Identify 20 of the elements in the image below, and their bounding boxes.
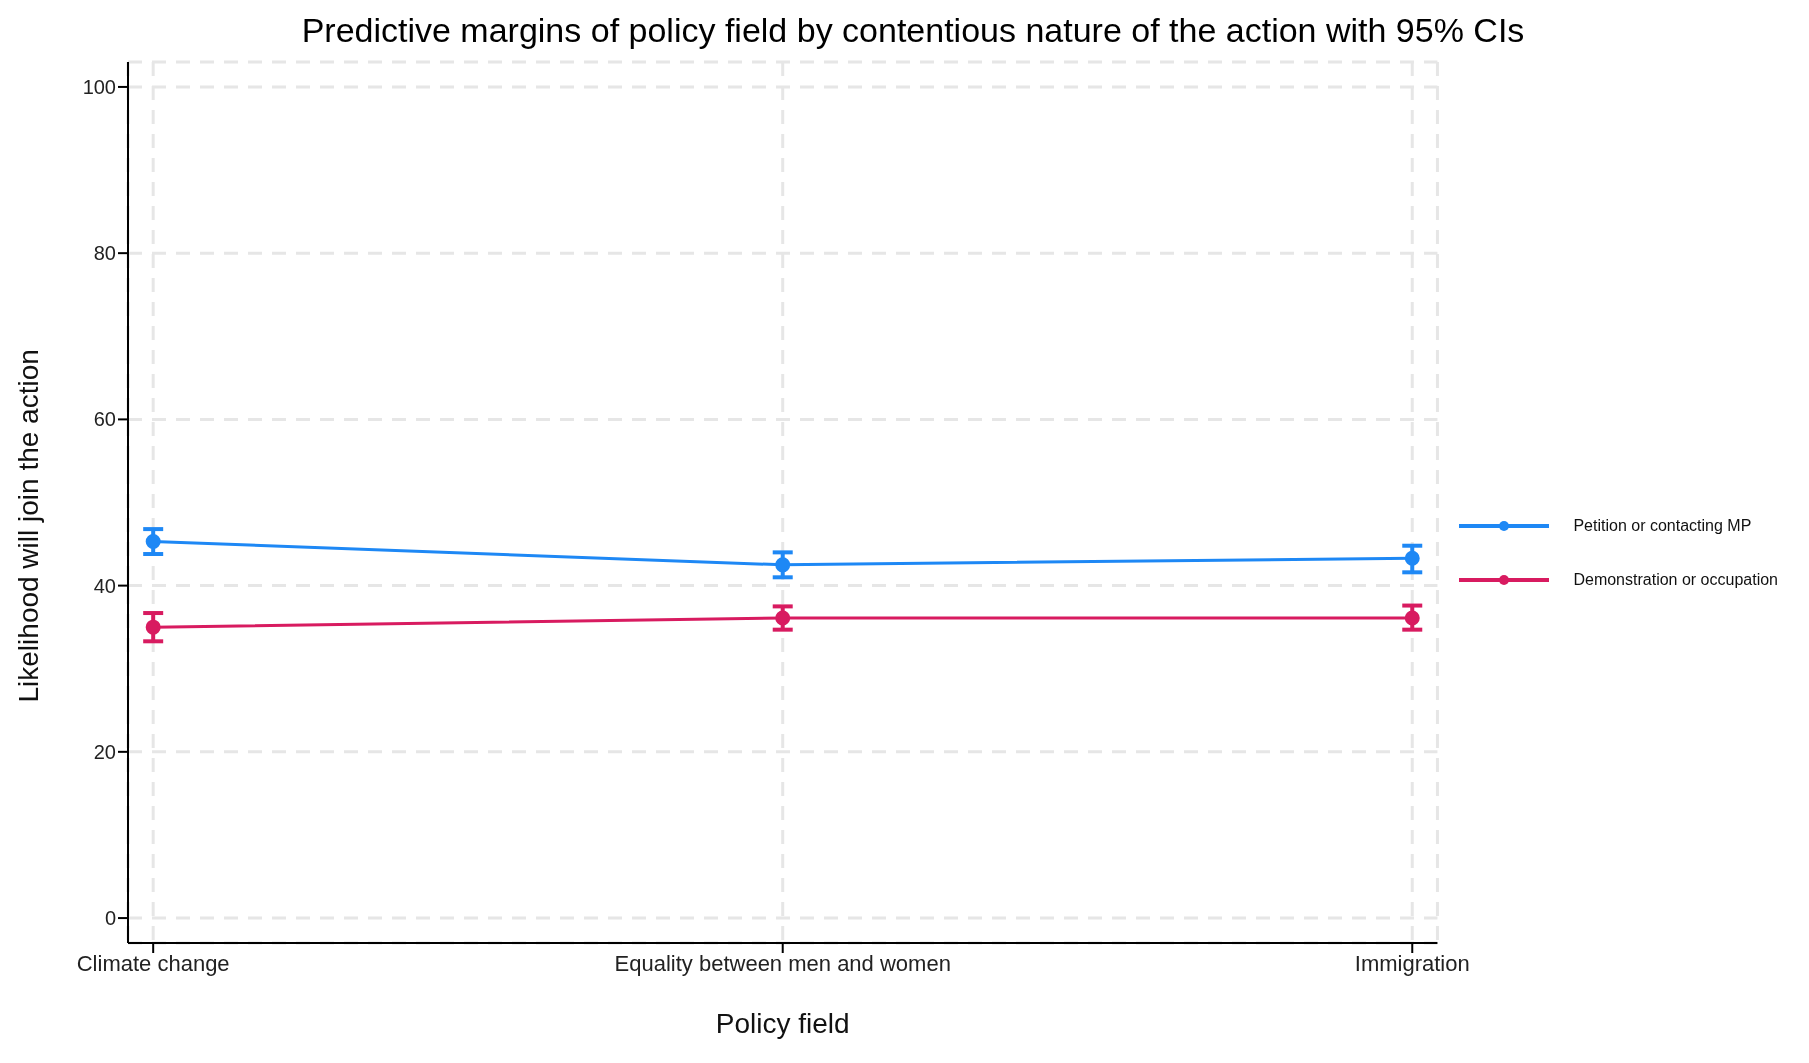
- y-tick-label: 20: [93, 740, 116, 763]
- x-tick-label: Equality between men and women: [614, 950, 951, 976]
- y-tick-label: 100: [82, 76, 116, 99]
- point: [145, 619, 161, 635]
- y-axis-title: Likelihood will join the action: [12, 349, 44, 703]
- y-tick-label: 80: [93, 242, 116, 265]
- point: [775, 610, 791, 626]
- text: Petition or contacting MP: [1573, 516, 1752, 535]
- point: [1404, 610, 1420, 626]
- point: [1404, 550, 1420, 566]
- point: [775, 557, 791, 573]
- chart-title: Predictive margins of policy field by contentious nature of the action with 95% CIs: [300, 10, 1526, 51]
- y-tick-label: 60: [93, 408, 116, 431]
- x-axis-title: Policy field: [715, 1008, 850, 1039]
- y-tick-label: 40: [93, 574, 116, 597]
- point: [145, 534, 161, 550]
- x-tick-label: Climate change: [76, 950, 230, 976]
- y-tick-label: 0: [104, 907, 116, 930]
- x-tick-label: Immigration: [1354, 950, 1470, 976]
- text: Demonstration or occupation: [1573, 570, 1778, 589]
